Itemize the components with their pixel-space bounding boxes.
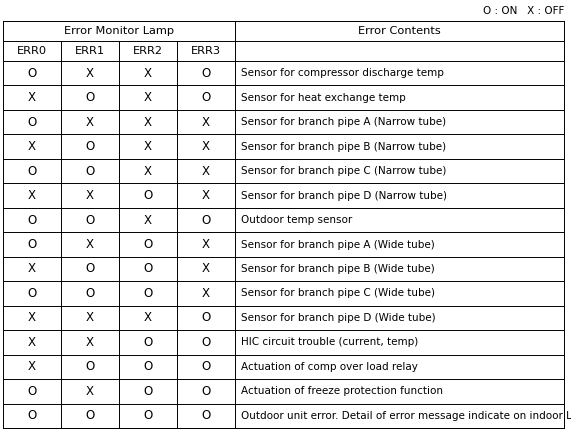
Text: Sensor for compressor discharge temp: Sensor for compressor discharge temp — [241, 68, 444, 78]
Text: Sensor for heat exchange temp: Sensor for heat exchange temp — [241, 93, 406, 103]
Text: X: X — [202, 116, 210, 129]
Text: X: X — [144, 140, 152, 153]
Text: X: X — [86, 116, 94, 129]
Text: X: X — [86, 67, 94, 80]
Text: O: O — [86, 214, 95, 227]
Text: X: X — [28, 140, 36, 153]
Text: X: X — [202, 262, 210, 276]
Text: O: O — [202, 385, 211, 398]
Text: Outdoor unit error. Detail of error message indicate on indoor LED: Outdoor unit error. Detail of error mess… — [241, 411, 571, 421]
Text: O : ON   X : OFF: O : ON X : OFF — [482, 6, 564, 16]
Text: O: O — [202, 91, 211, 104]
Text: Error Contents: Error Contents — [358, 26, 441, 36]
Text: O: O — [143, 409, 152, 422]
Text: Actuation of comp over load relay: Actuation of comp over load relay — [241, 362, 418, 372]
Text: O: O — [27, 214, 37, 227]
Text: X: X — [28, 311, 36, 324]
Text: O: O — [86, 360, 95, 373]
Text: X: X — [202, 287, 210, 300]
Text: Outdoor temp sensor: Outdoor temp sensor — [241, 215, 352, 225]
Text: O: O — [86, 165, 95, 177]
Text: Sensor for branch pipe D (Wide tube): Sensor for branch pipe D (Wide tube) — [241, 313, 436, 323]
Text: X: X — [86, 238, 94, 251]
Text: Sensor for branch pipe D (Narrow tube): Sensor for branch pipe D (Narrow tube) — [241, 191, 447, 201]
Text: X: X — [144, 67, 152, 80]
Text: O: O — [143, 287, 152, 300]
Text: O: O — [143, 385, 152, 398]
Text: O: O — [27, 287, 37, 300]
Text: O: O — [27, 238, 37, 251]
Text: X: X — [28, 189, 36, 202]
Text: Sensor for branch pipe C (Narrow tube): Sensor for branch pipe C (Narrow tube) — [241, 166, 447, 176]
Text: HIC circuit trouble (current, temp): HIC circuit trouble (current, temp) — [241, 337, 418, 347]
Text: O: O — [86, 91, 95, 104]
Text: X: X — [202, 140, 210, 153]
Text: O: O — [86, 140, 95, 153]
Text: X: X — [202, 165, 210, 177]
Text: O: O — [202, 336, 211, 349]
Text: X: X — [144, 91, 152, 104]
Text: X: X — [144, 311, 152, 324]
Text: ERR0: ERR0 — [17, 46, 47, 56]
Text: ERR2: ERR2 — [133, 46, 163, 56]
Text: O: O — [143, 238, 152, 251]
Text: X: X — [86, 336, 94, 349]
Text: X: X — [28, 360, 36, 373]
Text: O: O — [143, 360, 152, 373]
Text: O: O — [86, 287, 95, 300]
Text: X: X — [144, 116, 152, 129]
Text: O: O — [143, 262, 152, 276]
Text: O: O — [202, 409, 211, 422]
Text: X: X — [86, 385, 94, 398]
Text: O: O — [143, 336, 152, 349]
Text: X: X — [144, 214, 152, 227]
Text: Sensor for branch pipe B (Wide tube): Sensor for branch pipe B (Wide tube) — [241, 264, 435, 274]
Text: O: O — [202, 214, 211, 227]
Text: O: O — [143, 189, 152, 202]
Text: O: O — [86, 409, 95, 422]
Text: X: X — [202, 238, 210, 251]
Text: Actuation of freeze protection function: Actuation of freeze protection function — [241, 386, 443, 396]
Text: O: O — [27, 116, 37, 129]
Text: Sensor for branch pipe B (Narrow tube): Sensor for branch pipe B (Narrow tube) — [241, 142, 446, 152]
Text: O: O — [27, 409, 37, 422]
Text: O: O — [202, 311, 211, 324]
Text: ERR1: ERR1 — [75, 46, 105, 56]
Text: X: X — [28, 336, 36, 349]
Text: X: X — [28, 91, 36, 104]
Text: X: X — [86, 311, 94, 324]
Text: Error Monitor Lamp: Error Monitor Lamp — [64, 26, 174, 36]
Text: ERR3: ERR3 — [191, 46, 221, 56]
Text: O: O — [27, 385, 37, 398]
Text: Sensor for branch pipe A (Wide tube): Sensor for branch pipe A (Wide tube) — [241, 239, 435, 249]
Text: O: O — [202, 360, 211, 373]
Text: X: X — [202, 189, 210, 202]
Text: Sensor for branch pipe C (Wide tube): Sensor for branch pipe C (Wide tube) — [241, 289, 435, 298]
Text: O: O — [27, 165, 37, 177]
Text: X: X — [28, 262, 36, 276]
Text: O: O — [86, 262, 95, 276]
Text: O: O — [202, 67, 211, 80]
Text: X: X — [144, 165, 152, 177]
Text: Sensor for branch pipe A (Narrow tube): Sensor for branch pipe A (Narrow tube) — [241, 117, 446, 127]
Text: O: O — [27, 67, 37, 80]
Text: X: X — [86, 189, 94, 202]
